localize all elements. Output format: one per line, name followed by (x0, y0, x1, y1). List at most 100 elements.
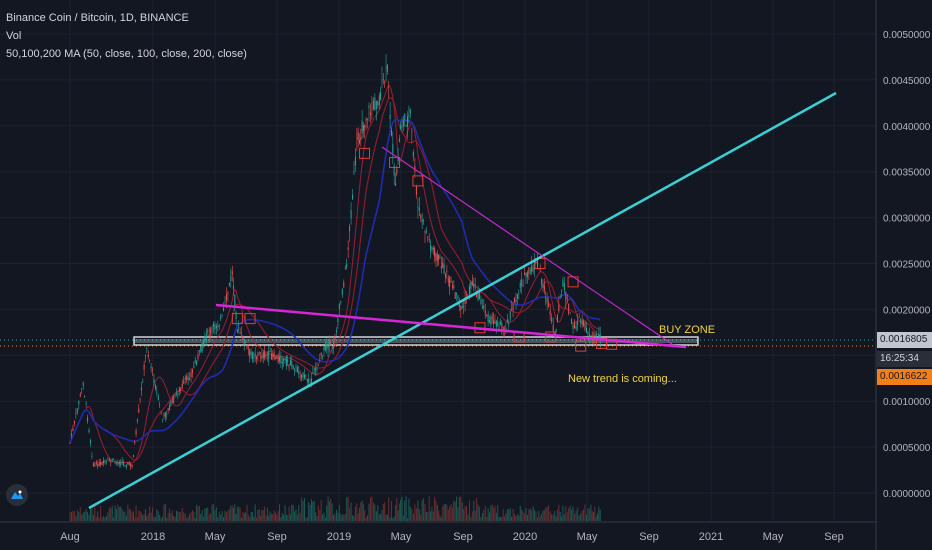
volume-bar (171, 510, 173, 521)
candle-body (486, 315, 488, 317)
candle-body (368, 105, 370, 108)
volume-bar (197, 506, 199, 521)
volume-bar (251, 512, 253, 521)
volume-bar (449, 506, 451, 521)
volume-bar (556, 509, 558, 521)
volume-bar (349, 507, 351, 521)
volume-bar (163, 504, 165, 521)
volume-bar (444, 503, 446, 521)
candle-body (401, 126, 403, 128)
candle-body (556, 315, 558, 322)
new-trend-label: New trend is coming... (568, 373, 677, 385)
candle-body (81, 388, 83, 390)
candle-body (444, 273, 446, 278)
volume-bar (512, 508, 514, 521)
candle-body (203, 340, 205, 345)
volume-bar (487, 507, 489, 521)
volume-bar (81, 514, 83, 521)
volume-bar (194, 517, 196, 521)
candle-body (217, 326, 219, 327)
volume-bar (388, 496, 390, 521)
volume-bar (228, 509, 230, 521)
candle-body (92, 463, 94, 466)
candle-body (480, 299, 482, 304)
candle-body (417, 207, 419, 208)
volume-bar (477, 504, 479, 521)
candle-body (555, 329, 557, 333)
candle-body (471, 281, 473, 286)
volume-bar (190, 512, 192, 521)
candle-body (424, 231, 426, 233)
volume-bar (136, 517, 138, 521)
volume-bar (488, 512, 490, 521)
volume-bar (461, 502, 463, 521)
x-tick-label: Sep (639, 531, 659, 543)
candle-body (562, 280, 564, 287)
candle-body (210, 328, 212, 334)
candle-body (563, 283, 565, 291)
volume-bar (526, 515, 528, 521)
volume-bar (115, 508, 117, 521)
volume-bar (464, 505, 466, 521)
volume-bar (253, 516, 255, 521)
candle-body (525, 272, 527, 277)
candle-body (266, 354, 268, 356)
candle-body (167, 408, 169, 411)
volume-bar (525, 508, 527, 521)
volume-bar (131, 512, 133, 521)
y-tick-label: 0.0045000 (883, 76, 931, 87)
volume-bar (84, 511, 86, 521)
volume-bar (331, 503, 333, 521)
candle-body (418, 207, 420, 211)
volume-bar (180, 512, 182, 521)
volume-bar (193, 511, 195, 521)
x-tick-label: May (391, 531, 412, 543)
candle-body (380, 92, 382, 101)
moving-averages (69, 85, 601, 464)
volume-bar (584, 504, 586, 521)
legend-symbol: Binance Coin / Bitcoin, 1D, BINANCE (6, 12, 189, 24)
volume-bar (227, 510, 229, 521)
buy-zone-band (0, 336, 876, 347)
volume-bar (218, 511, 220, 521)
candle-body (358, 139, 360, 144)
volume-bar (164, 504, 166, 521)
candle-body (393, 165, 395, 176)
volume-bar (175, 510, 177, 521)
candle-body (280, 356, 282, 364)
volume-bar (340, 514, 342, 521)
candle-body (110, 460, 112, 463)
tradingview-logo-icon[interactable] (6, 484, 28, 506)
candle-body (442, 262, 444, 268)
volume-bar (313, 501, 315, 521)
candle-body (173, 396, 175, 403)
candle-body (542, 284, 544, 288)
volume-bar (591, 511, 593, 521)
volume-bar (212, 504, 214, 521)
x-tick-label: 2019 (327, 531, 351, 543)
volume-bar (554, 510, 556, 521)
volume-bar (451, 507, 453, 521)
volume-bar (423, 498, 425, 521)
volume-bar (581, 510, 583, 521)
volume-bar (296, 514, 298, 521)
candle-body (558, 304, 560, 312)
candle-body (91, 455, 93, 457)
candle-body (315, 368, 317, 372)
candle-body (390, 130, 392, 136)
volume-bar (315, 512, 317, 521)
candle-body (245, 340, 247, 343)
volume-bar (352, 515, 354, 521)
marker-box (231, 313, 243, 325)
candle-body (117, 462, 119, 465)
volume-bar (395, 505, 397, 521)
volume-bar (535, 511, 537, 521)
volume-bar (460, 496, 462, 521)
volume-bar (577, 507, 579, 521)
volume-bar (118, 506, 120, 521)
candle-body (136, 419, 138, 422)
volume-bar (177, 511, 179, 521)
volume-bar (320, 500, 322, 521)
volume-bar (105, 516, 107, 521)
